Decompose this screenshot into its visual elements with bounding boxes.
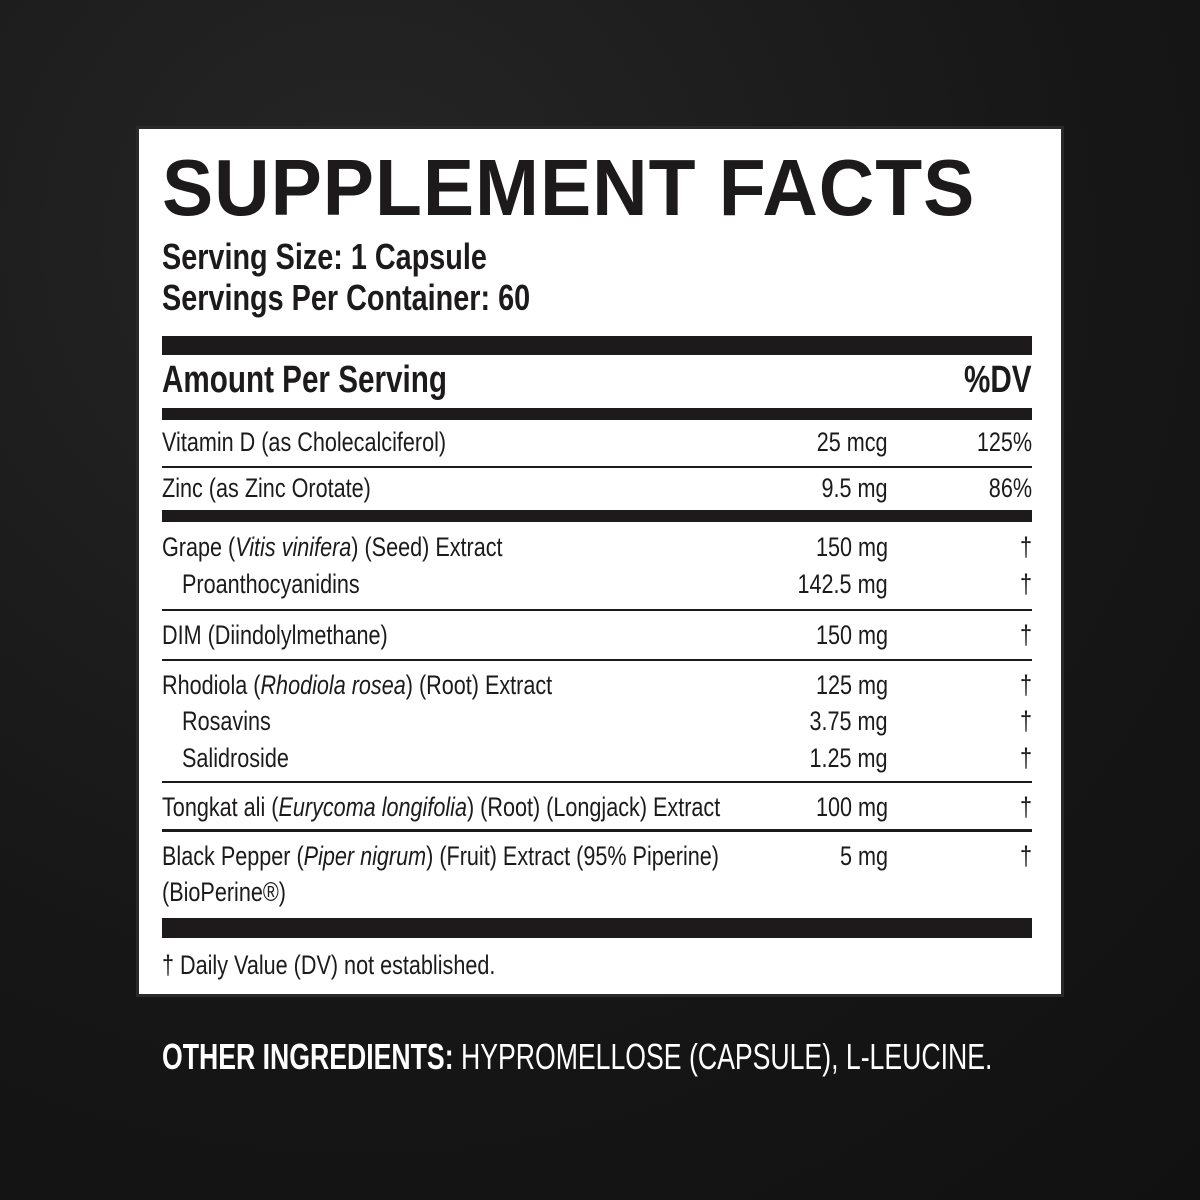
name-text: Black Pepper ( [162,841,304,871]
ingredient-dv: † [1019,743,1032,773]
ingredient-name: Salidroside [182,743,289,774]
latin-name: Piper nigrum [303,841,427,871]
ingredient-amount: 100 mg [815,792,888,822]
latin-name: Rhodiola rosea [260,670,406,700]
servings-per-container: Servings Per Container: 60 [162,277,531,318]
name-text: Salidroside [182,743,289,773]
ingredient-name: DIM (Diindolylmethane) [162,620,388,651]
ingredient-amount: 9.5 mg [821,473,888,503]
ingredient-name: Vitamin D (as Cholecalciferol) [162,427,446,458]
name-text: DIM (Diindolylmethane) [162,620,388,650]
latin-name: Eurycoma longifolia [278,792,467,822]
ingredient-dv: 125% [976,427,1032,457]
name-text: Rosavins [182,706,271,736]
ingredient-dv: † [1019,620,1032,650]
ingredient-dv: † [1019,532,1032,562]
ingredient-name: Zinc (as Zinc Orotate) [162,473,371,504]
ingredient-amount: 142.5 mg [797,569,888,599]
name-text: Rhodiola ( [162,670,261,700]
name-text: Tongkat ali ( [162,792,279,822]
divider [162,781,1032,783]
ingredient-name: Rosavins [182,706,271,737]
name-text: Grape ( [162,532,236,562]
ingredient-amount: 1.25 mg [809,743,888,773]
divider [162,659,1032,661]
ingredient-name: Proanthocyanidins [182,569,360,600]
ingredient-amount: 3.75 mg [809,706,888,736]
dv-header: %DV [964,359,1032,401]
name-text: Proanthocyanidins [182,569,360,599]
ingredient-amount: 150 mg [815,620,888,650]
divider [162,609,1032,611]
name-text: ) (Root) (Longjack) Extract [466,792,721,822]
amount-per-serving-header: Amount Per Serving [162,359,447,401]
panel-title: SUPPLEMENT FACTS [162,143,976,232]
ingredient-dv: † [1019,670,1032,700]
other-ingredients-label: OTHER INGREDIENTS: [162,1036,454,1077]
ingredient-dv: † [1019,706,1032,736]
supplement-facts-panel [136,126,1064,997]
ingredient-amount: 150 mg [815,532,888,562]
divider [162,466,1032,468]
ingredient-name: Black Pepper (Piper nigrum) (Fruit) Extr… [162,841,719,872]
name-text: ) (Root) Extract [405,670,553,700]
ingredient-dv: † [1019,792,1032,822]
ingredient-name: Rhodiola (Rhodiola rosea) (Root) Extract [162,670,552,701]
ingredient-dv: † [1019,841,1032,871]
other-ingredients-value: HYPROMELLOSE (CAPSULE), L-LEUCINE. [453,1036,993,1077]
latin-name: Vitis vinifera [235,532,352,562]
ingredient-name: Tongkat ali (Eurycoma longifolia) (Root)… [162,792,720,823]
divider-thick [162,408,1032,420]
footnote: † Daily Value (DV) not established. [162,950,496,980]
ingredient-amount: 5 mg [839,841,888,871]
ingredient-amount: 25 mcg [817,427,888,457]
name-text: ) (Fruit) Extract (95% Piperine) [426,841,719,871]
ingredient-amount: 125 mg [815,670,888,700]
divider [162,510,1032,522]
ingredient-name: Grape (Vitis vinifera) (Seed) Extract [162,532,503,563]
ingredient-dv: 86% [988,473,1032,503]
name-text: ) (Seed) Extract [351,532,503,562]
ingredient-dv: † [1019,569,1032,599]
serving-size: Serving Size: 1 Capsule [162,236,487,277]
divider-thick [162,918,1032,938]
name-text: Vitamin D (as Cholecalciferol) [162,427,447,457]
divider [162,829,1032,832]
divider-thick [162,336,1032,355]
name-text: Zinc (as Zinc Orotate) [162,473,371,503]
other-ingredients: OTHER INGREDIENTS: HYPROMELLOSE (CAPSULE… [162,1036,992,1078]
ingredient-name-line2: (BioPerine®) [162,877,286,907]
